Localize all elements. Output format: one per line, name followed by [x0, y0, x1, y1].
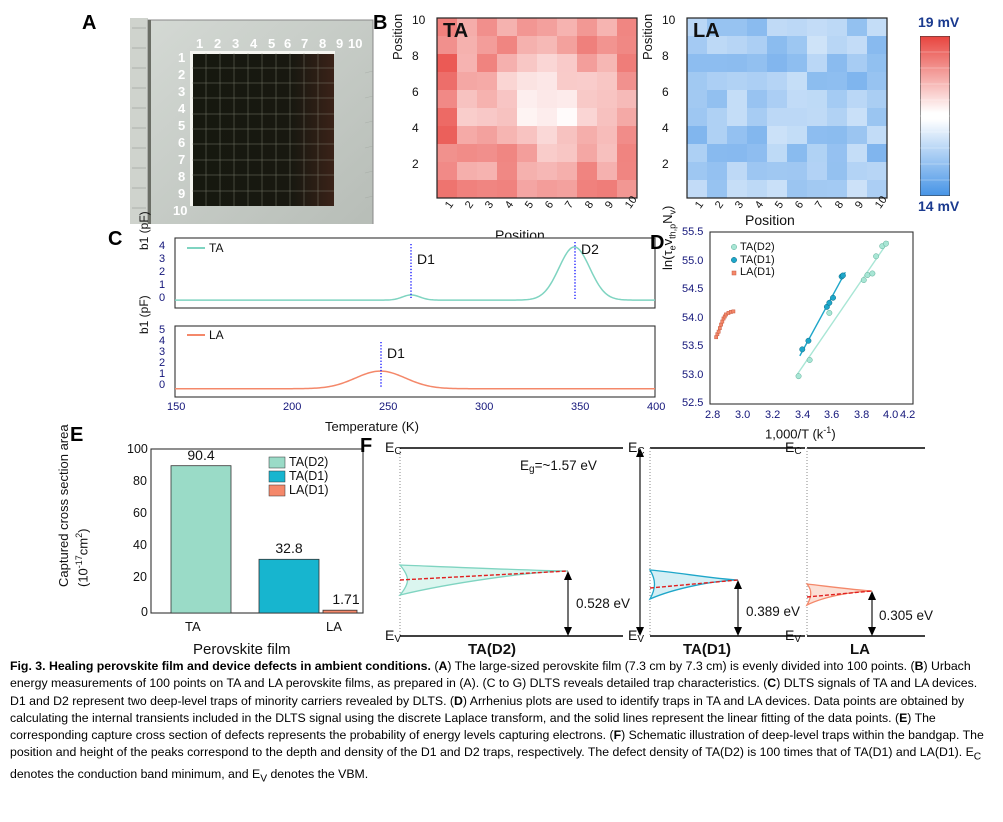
svg-text:TA(D1): TA(D1) [683, 641, 731, 658]
svg-text:LA: LA [850, 641, 870, 658]
svg-text:EC: EC [385, 439, 402, 457]
svg-text:0.528 eV: 0.528 eV [576, 596, 630, 611]
svg-text:0.305 eV: 0.305 eV [879, 608, 933, 623]
svg-text:TA(D2): TA(D2) [468, 641, 516, 658]
svg-text:Eg=~1.57 eV: Eg=~1.57 eV [520, 458, 597, 475]
svg-text:EV: EV [385, 627, 401, 645]
svg-text:EC: EC [628, 439, 645, 457]
svg-text:0.389 eV: 0.389 eV [746, 604, 800, 619]
svg-text:EC: EC [785, 439, 802, 457]
